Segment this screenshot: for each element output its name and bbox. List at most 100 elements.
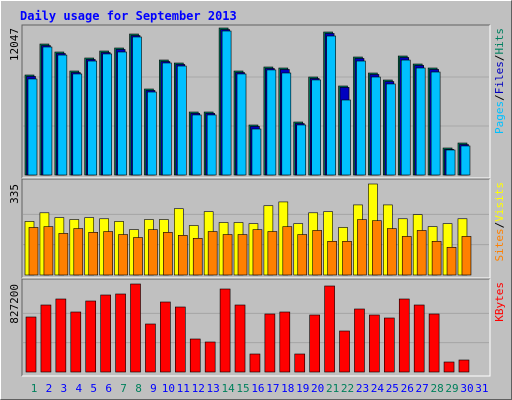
bar (296, 124, 307, 176)
legend-separator: / (493, 222, 506, 229)
bar (117, 51, 127, 176)
bar (357, 219, 367, 276)
bar (177, 65, 187, 176)
bar (279, 311, 291, 373)
bar (219, 288, 231, 373)
x-tick-label: 12 (192, 382, 205, 395)
x-tick-label: 29 (445, 382, 458, 395)
bar (398, 298, 410, 373)
bar (354, 308, 365, 373)
bar (267, 231, 278, 276)
bar (297, 234, 308, 276)
bar (42, 46, 53, 176)
bar (72, 73, 83, 176)
legend-entry: Sites (493, 228, 506, 261)
bar (266, 69, 277, 176)
bar (175, 306, 186, 373)
bar (384, 317, 395, 373)
x-tick-label: 24 (371, 382, 385, 395)
bar (460, 145, 471, 176)
bar (192, 238, 203, 276)
bar (416, 230, 427, 276)
bar (324, 285, 335, 373)
bar (57, 54, 68, 176)
bar (415, 67, 426, 176)
bar (428, 313, 440, 373)
bar (237, 234, 248, 276)
bar (264, 313, 276, 373)
bar (339, 330, 350, 373)
bar (100, 294, 111, 373)
bar (88, 232, 99, 276)
x-tick-label: 31 (475, 382, 488, 395)
legend-entry: Hits (493, 28, 506, 55)
chart-title: Daily usage for September 2013 (20, 9, 237, 23)
bar (189, 338, 201, 373)
x-tick-label: 9 (150, 382, 157, 395)
x-tick-label: 25 (386, 382, 399, 395)
panel-border-dark (21, 24, 490, 178)
x-tick-label: 15 (236, 382, 249, 395)
bar (130, 283, 141, 373)
x-tick-label: 19 (296, 382, 309, 395)
bar (25, 316, 37, 373)
bar (430, 71, 441, 176)
bar (309, 314, 320, 373)
x-tick-label: 28 (430, 382, 443, 395)
bar (431, 241, 442, 276)
bar (413, 304, 425, 373)
bar (252, 229, 263, 276)
bar (446, 246, 457, 276)
x-tick-label: 4 (75, 382, 82, 395)
bar (163, 232, 173, 276)
x-tick-label: 6 (105, 382, 112, 395)
bar (145, 323, 156, 373)
bar (162, 62, 172, 176)
bar (312, 230, 322, 276)
bar (387, 228, 397, 276)
bar (372, 220, 382, 276)
bar (400, 59, 411, 176)
x-tick-label: 10 (162, 382, 175, 395)
bar (204, 341, 216, 373)
bar (282, 226, 293, 276)
x-tick-label: 17 (266, 382, 279, 395)
legend-entry: KBytes (493, 282, 506, 322)
legend: Pages/Files/Hits (493, 28, 506, 134)
bar (236, 73, 247, 176)
x-tick-label: 22 (341, 382, 354, 395)
panel-border-light (22, 179, 491, 279)
bar (445, 149, 456, 176)
bar (386, 83, 396, 176)
panel-border-light (22, 279, 491, 377)
bar (281, 72, 292, 176)
x-tick-label: 3 (61, 382, 68, 395)
x-tick-label: 30 (460, 382, 473, 395)
legend-entry: Files (493, 61, 506, 94)
x-tick-label: 14 (221, 382, 235, 395)
panel-border-light (22, 25, 491, 179)
bar (356, 60, 366, 176)
bar (28, 227, 39, 276)
bar (133, 237, 143, 276)
bar (326, 35, 336, 176)
bar (70, 311, 82, 373)
bar (178, 235, 188, 276)
x-tick-label: 5 (90, 382, 97, 395)
bar (73, 228, 84, 276)
bar (311, 79, 321, 176)
bar (461, 236, 472, 276)
legend: KBytes (493, 282, 506, 322)
panel-border-dark (21, 278, 490, 376)
bar (118, 234, 128, 276)
x-tick-label: 1 (31, 382, 38, 395)
legend: Sites/Visits (493, 182, 506, 262)
x-tick-label: 2 (46, 382, 53, 395)
bar (87, 60, 98, 176)
bar (40, 304, 52, 373)
bar (249, 353, 261, 373)
bar (85, 300, 97, 373)
bar (58, 233, 69, 276)
